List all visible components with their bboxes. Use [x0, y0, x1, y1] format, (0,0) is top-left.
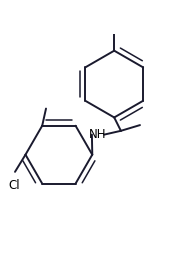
Text: Cl: Cl	[8, 180, 20, 193]
Text: NH: NH	[89, 128, 107, 141]
